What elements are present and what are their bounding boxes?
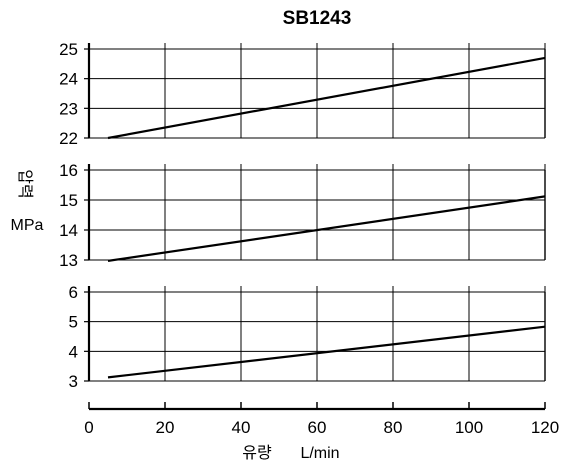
y-tick-label: 23 — [59, 99, 78, 118]
panels-layer: 22 23 24 25 13 14 15 16 3 4 5 6 — [59, 40, 546, 391]
y-tick-label: 4 — [69, 342, 78, 361]
x-tick-label: 80 — [384, 418, 403, 437]
y-tick-label: 22 — [59, 129, 78, 148]
panel-2: 13 14 15 16 — [59, 161, 546, 270]
y-tick-label: 14 — [59, 221, 78, 240]
x-tick-label: 60 — [308, 418, 327, 437]
x-tick-label: 40 — [232, 418, 251, 437]
y-tick-label: 5 — [69, 313, 78, 332]
chart-title: SB1243 — [283, 8, 352, 29]
panel-1: 22 23 24 25 — [59, 40, 546, 148]
panel-3: 3 4 5 6 — [69, 283, 546, 391]
series-line — [107, 56, 546, 140]
y-tick-label: 6 — [69, 283, 78, 302]
x-axis-unit: L/min — [300, 445, 339, 462]
x-tick-label: 0 — [84, 418, 93, 437]
y-tick-label: 15 — [59, 191, 78, 210]
series-line — [107, 195, 546, 262]
y-tick-label: 25 — [59, 40, 78, 59]
y-tick-label: 16 — [59, 161, 78, 180]
y-tick-label: 24 — [59, 70, 78, 89]
x-tick-label: 20 — [156, 418, 175, 437]
y-tick-label: 3 — [69, 372, 78, 391]
x-axis-label: 유량 — [242, 443, 272, 462]
x-tick-label: 120 — [531, 418, 559, 437]
x-tick-label: 100 — [455, 418, 483, 437]
y-tick-label: 13 — [59, 251, 78, 270]
y-axis-unit: MPa — [11, 217, 44, 234]
x-axis: 0 20 40 60 80 100 120 — [84, 402, 559, 437]
y-axis-label: 압력 — [16, 169, 35, 198]
series-line — [107, 325, 546, 379]
